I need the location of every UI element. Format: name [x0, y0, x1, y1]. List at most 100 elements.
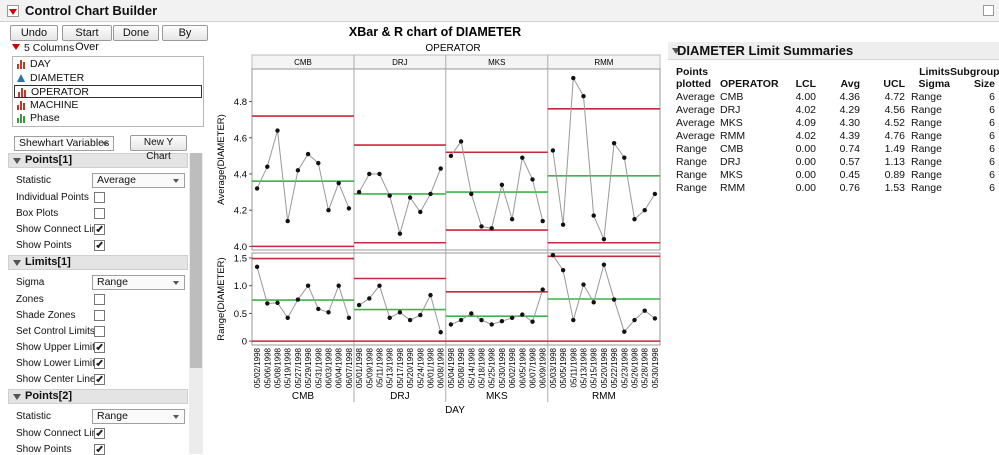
date-tick-label: 05/17/1998 [396, 347, 405, 388]
limit-cell: 1.53 [884, 181, 905, 194]
option-label: Show Upper Limit [16, 342, 95, 353]
data-point [550, 253, 556, 258]
option-label: Show Points [16, 240, 72, 251]
limit-cell: Range [911, 90, 942, 103]
red-triangle-menu[interactable] [7, 5, 19, 17]
new-chart-button[interactable]: New Y Chart [130, 135, 187, 162]
data-point [397, 310, 403, 315]
column-item[interactable]: DAY [14, 58, 202, 71]
y-axis-label: Average(DIAMETER) [216, 114, 227, 205]
limit-cell: 6 [989, 103, 995, 116]
option-select[interactable]: Range [92, 275, 185, 290]
column-name: MACHINE [30, 98, 79, 111]
data-point [377, 283, 382, 288]
column-name: DAY [30, 58, 51, 70]
option-checkbox[interactable] [94, 310, 105, 321]
window-icon[interactable] [983, 5, 994, 16]
toolbar-button[interactable]: Start Over [62, 25, 112, 53]
limit-cell: 0.45 [839, 168, 860, 181]
data-point [275, 300, 280, 306]
data-point [346, 206, 352, 211]
date-tick-label: 06/05/1998 [518, 347, 527, 388]
option-checkbox[interactable] [94, 208, 105, 219]
option-select[interactable]: Range [92, 409, 185, 424]
limit-cell: Range [676, 155, 707, 168]
limit-cell: 4.00 [795, 90, 816, 103]
data-point [285, 315, 290, 321]
option-checkbox[interactable] [94, 294, 105, 305]
option-checkbox[interactable] [94, 326, 105, 337]
chart-type-select[interactable]: Shewhart Variables [14, 136, 114, 151]
toolbar-button[interactable]: Done [113, 25, 159, 41]
date-tick-label: 05/02/1998 [253, 347, 262, 388]
date-tick-label: 05/20/1998 [600, 347, 609, 388]
data-point [642, 308, 647, 313]
limit-row: Average CMB 4.00 4.36 4.72 Range 6 [676, 90, 995, 103]
option-checkbox[interactable] [94, 192, 105, 203]
column-item[interactable]: MACHINE [14, 99, 202, 112]
column-item[interactable]: DIAMETER [14, 72, 202, 85]
date-tick-label: 05/18/1998 [478, 347, 487, 388]
section-header[interactable]: Limits[1] [8, 255, 188, 270]
date-tick-label: 05/05/1998 [559, 347, 568, 388]
icon-bar [17, 64, 19, 69]
data-point [346, 315, 352, 321]
data-point [622, 155, 627, 160]
data-point [601, 236, 607, 242]
option-checkbox[interactable] [94, 428, 105, 439]
limit-cell: 4.02 [795, 129, 816, 142]
scrollbar[interactable] [189, 153, 203, 454]
date-tick-label: 06/03/1998 [325, 347, 334, 388]
data-point [520, 155, 525, 160]
data-point [489, 322, 494, 327]
panel-header: MKS [488, 58, 505, 67]
columns-menu-icon[interactable] [12, 44, 20, 50]
section-header[interactable]: Points[2] [8, 389, 188, 404]
connect-line [358, 168, 442, 236]
data-point [601, 262, 607, 267]
option-checkbox[interactable] [94, 342, 105, 353]
date-tick-label: 06/04/1998 [335, 347, 344, 388]
limit-cell: 6 [989, 168, 995, 181]
limit-cell: 0.00 [795, 181, 816, 194]
data-point [632, 217, 637, 222]
option-checkbox[interactable] [94, 240, 105, 251]
toolbar-button[interactable]: Undo [10, 25, 58, 41]
toolbar-button[interactable]: By [162, 25, 208, 41]
disclosure-icon [13, 158, 21, 164]
option-label: Box Plots [16, 208, 59, 219]
limit-cell: Range [676, 168, 707, 181]
date-tick-label: 05/09/1998 [365, 347, 374, 388]
option-checkbox[interactable] [94, 224, 105, 235]
date-tick-label: 05/08/1998 [274, 347, 283, 388]
data-point [387, 193, 392, 198]
limits-header: DIAMETER Limit Summaries [668, 42, 999, 60]
column-item[interactable]: Phase [14, 112, 202, 125]
group-axis-label: CMB [292, 391, 315, 402]
section-header[interactable]: Points[1] [8, 153, 188, 168]
limit-cell: 4.30 [839, 116, 860, 129]
option-label: Show Center Line [16, 374, 96, 385]
limit-row: Range CMB 0.00 0.74 1.49 Range 6 [676, 142, 995, 155]
y-tick-label: 1.0 [234, 281, 247, 292]
option-checkbox[interactable] [94, 374, 105, 385]
option-label: Show Lower Limit [16, 358, 95, 369]
limits-menu-icon[interactable] [672, 48, 680, 54]
scrollbar-thumb[interactable] [190, 153, 202, 368]
icon-bar [18, 92, 20, 98]
icon-bar [24, 90, 26, 98]
icon-bar [20, 60, 22, 69]
y-tick-label: 0.5 [234, 309, 247, 320]
option-label: Statistic [16, 411, 52, 422]
data-point [295, 297, 301, 302]
column-item[interactable]: OPERATOR [14, 85, 202, 99]
data-point [591, 213, 596, 218]
group-axis-label: RMM [592, 391, 616, 402]
data-point [356, 302, 362, 308]
icon-bar [23, 102, 25, 110]
window-title: Control Chart Builder [25, 3, 158, 18]
option-checkbox[interactable] [94, 358, 105, 369]
option-select[interactable]: Average [92, 173, 185, 188]
option-checkbox[interactable] [94, 444, 105, 455]
